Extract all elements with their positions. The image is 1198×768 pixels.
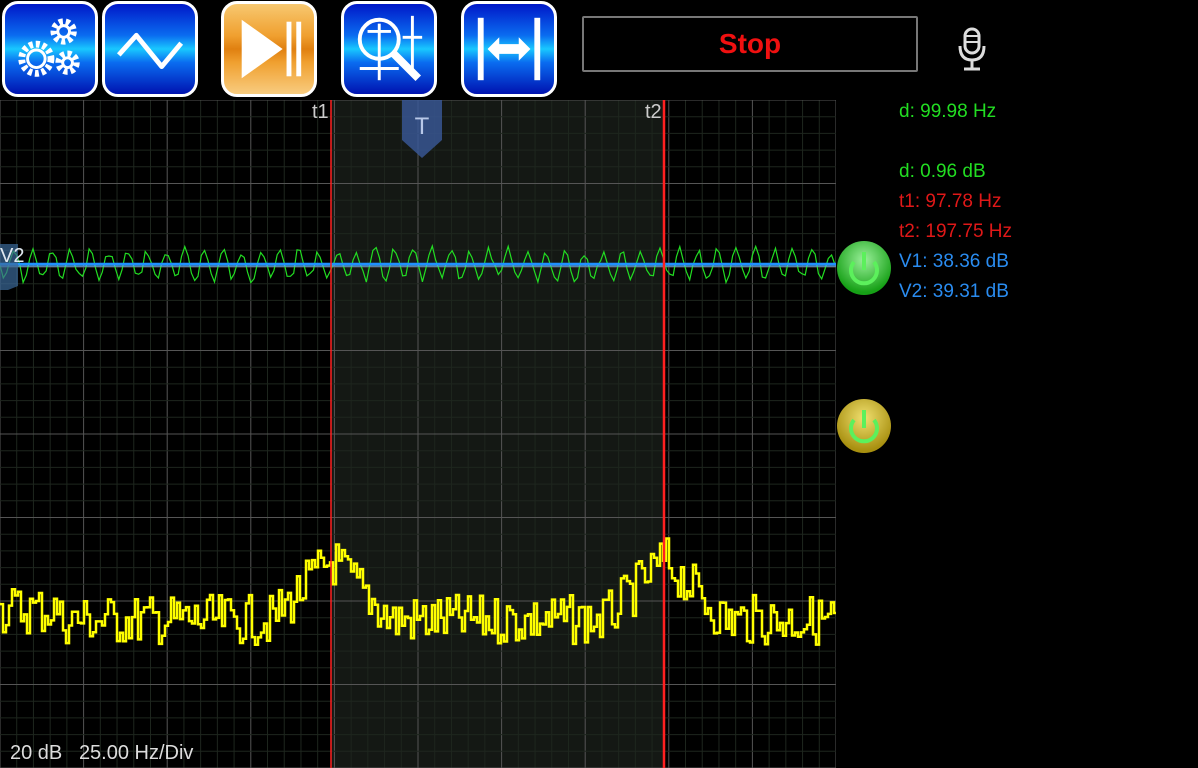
play-pause-icon [241,19,302,79]
channel-1-power-button[interactable] [836,240,892,296]
t2-cursor-label: t2 [645,101,662,123]
fit-width-icon [477,17,541,81]
v-marker-label: V2 [0,245,24,267]
spectrum-plot[interactable]: T V2 [0,100,836,768]
cursor-measure-button[interactable] [341,1,437,97]
channel-2-trace [0,537,836,646]
t1-readout: t1: 97.78 Hz [899,191,1002,212]
grid [0,100,836,768]
run-hold-button[interactable] [221,1,317,97]
v-marker-handle[interactable] [0,244,18,290]
channel-2-power-button[interactable] [836,398,892,454]
delta-level-readout: d: 0.96 dB [899,161,986,182]
settings-button[interactable] [2,1,98,97]
channel-1-trace [0,243,836,285]
sine-wave-icon [116,32,184,69]
t2-readout: t2: 197.75 Hz [899,221,1013,242]
scale-readout: 20 dB 25.00 Hz/Div [10,742,193,765]
delta-frequency-readout: d: 99.98 Hz [899,101,997,122]
v1-readout: V1: 38.36 dB [899,251,1009,272]
stop-button[interactable]: Stop [582,16,918,72]
power-icon [849,252,879,286]
gears-icon [18,18,80,77]
power-icon [849,410,879,444]
v2-readout: V2: 39.31 dB [899,281,1009,302]
waveform-button[interactable] [102,1,198,97]
vertical-scale: 20 dB [10,742,63,764]
horizontal-scale: 25.00 Hz/Div [78,742,194,764]
trigger-marker[interactable] [402,100,442,158]
microphone-icon[interactable] [952,26,992,72]
trigger-label: T [415,113,430,140]
t1-cursor-label: t1 [312,101,329,123]
cursor-zoom-icon [357,15,423,82]
autoscale-button[interactable] [461,1,557,97]
